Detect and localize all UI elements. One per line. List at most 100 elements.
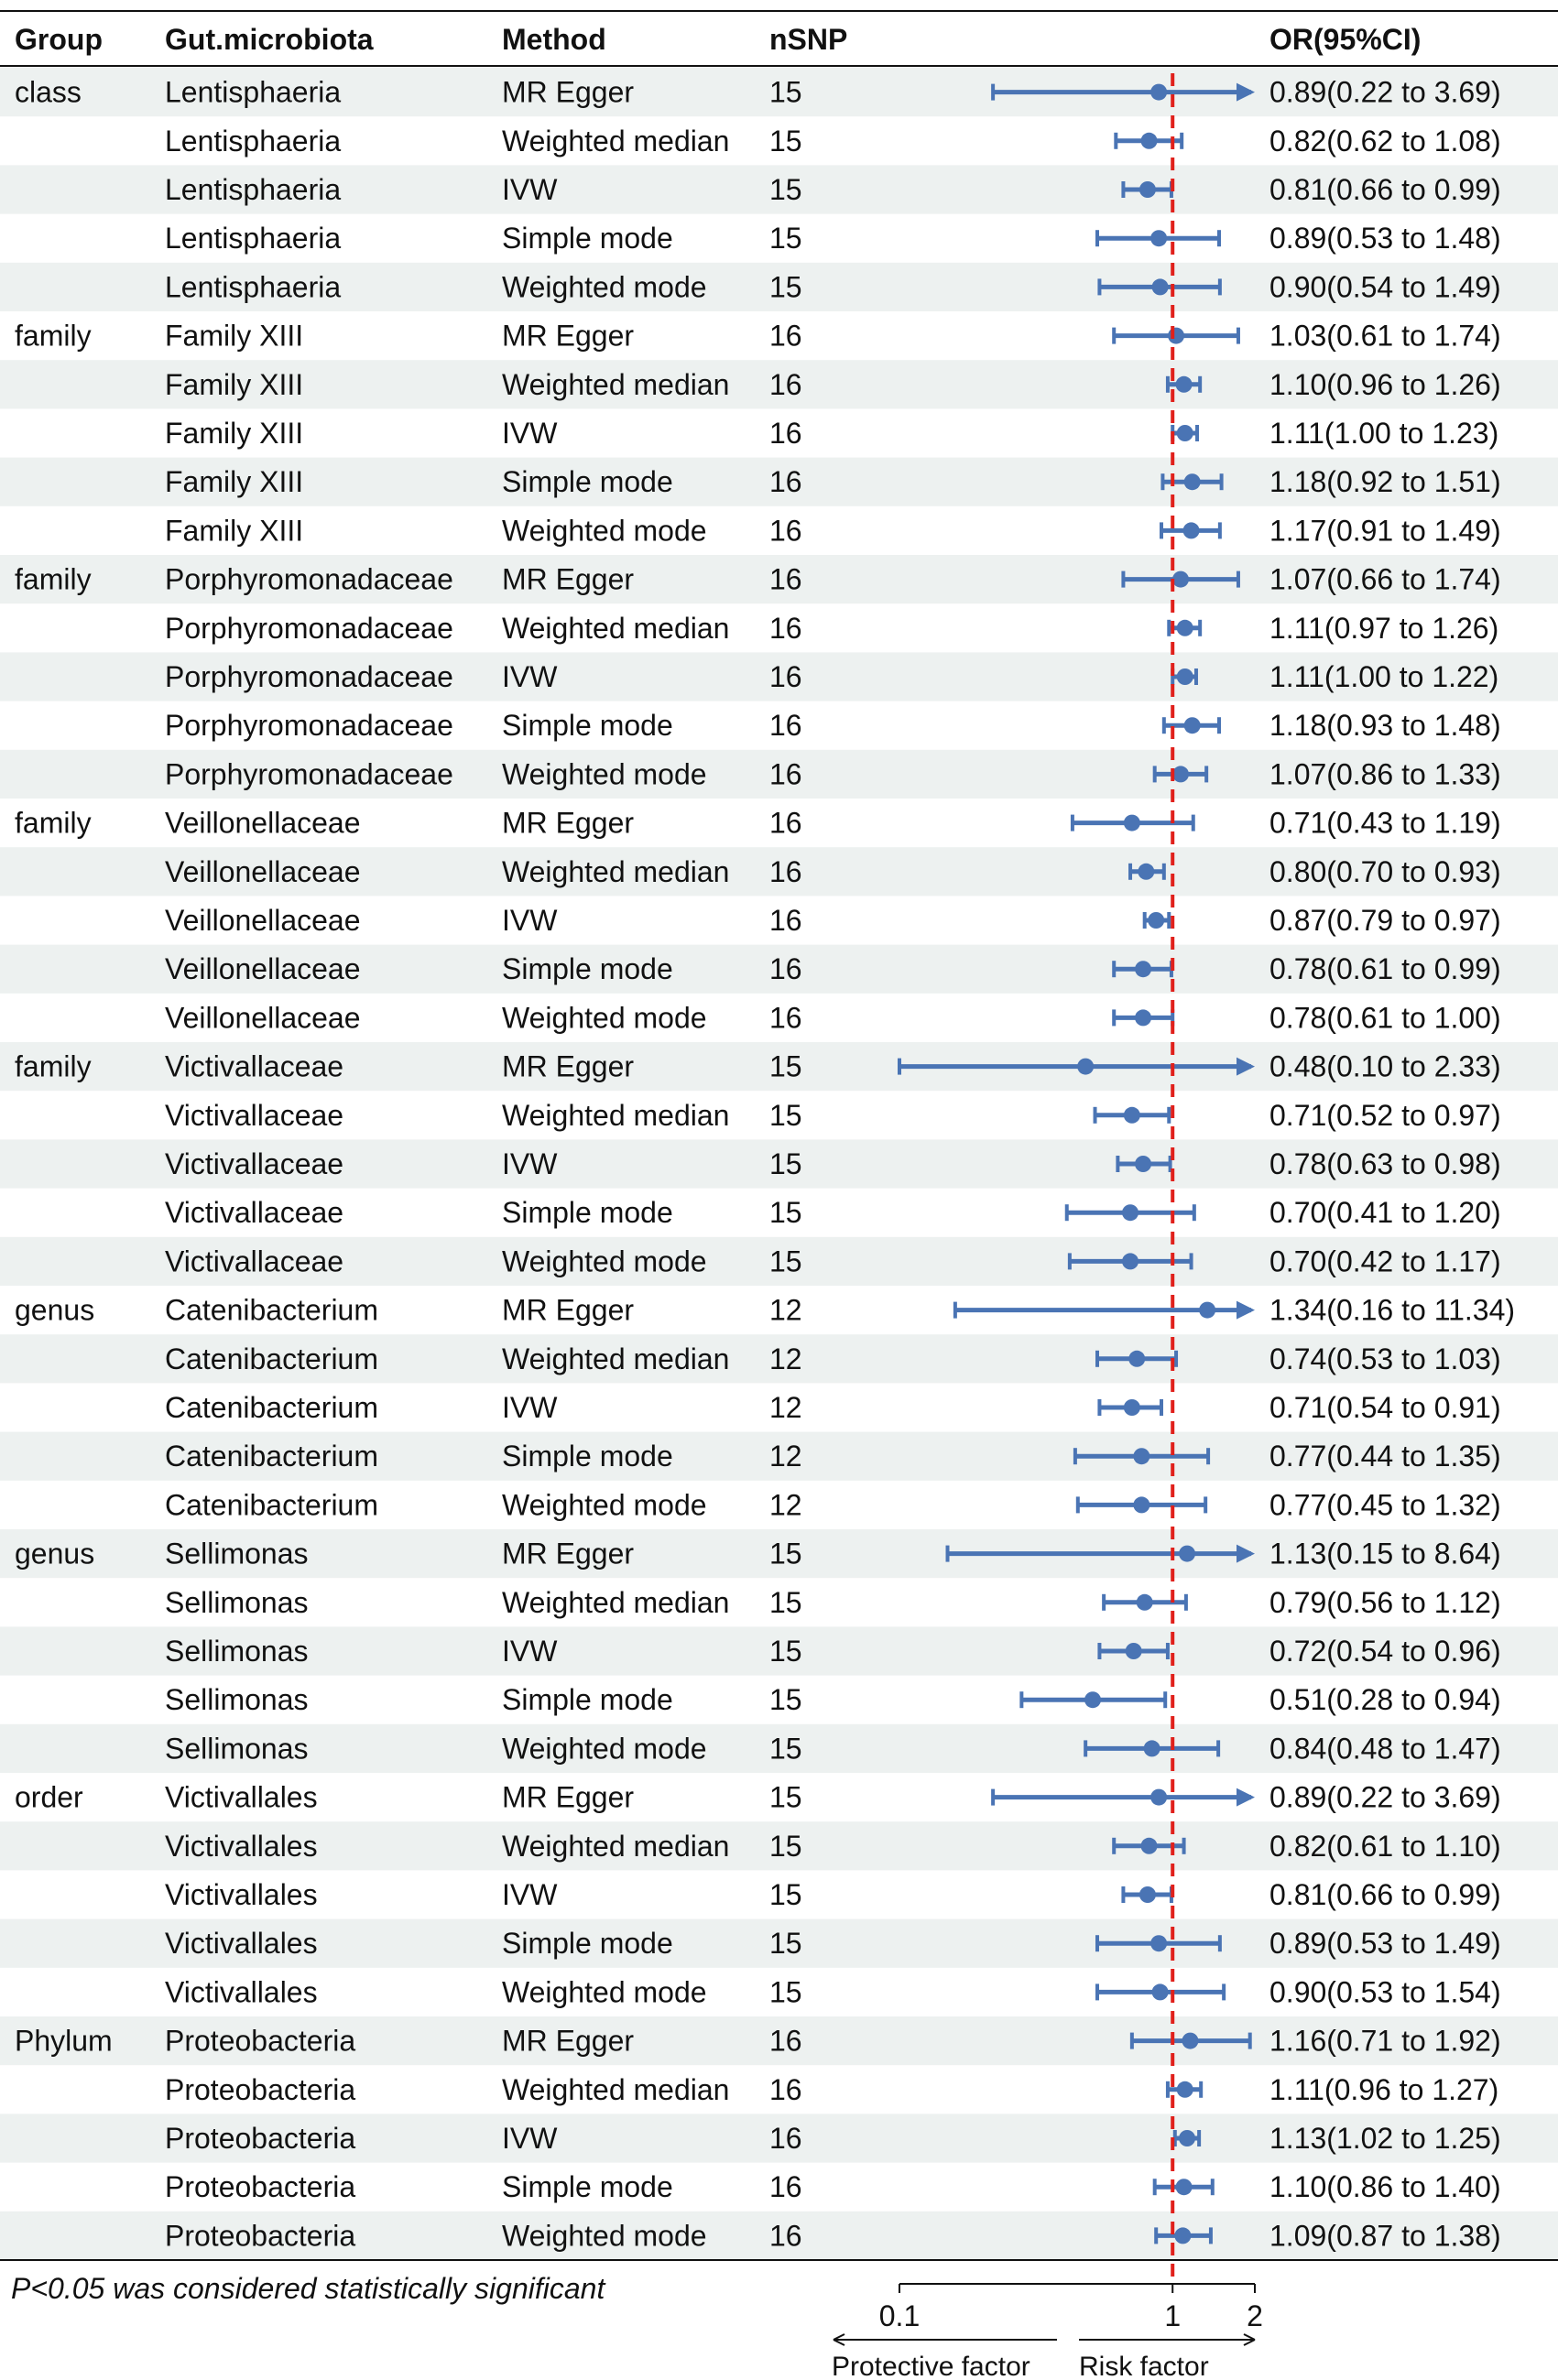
method-label: IVW: [502, 1147, 558, 1180]
method-label: Simple mode: [502, 952, 673, 985]
or-point: [1123, 814, 1140, 831]
or-ci-value: 0.77(0.45 to 1.32): [1269, 1488, 1501, 1521]
microbiota-label: Catenibacterium: [165, 1294, 378, 1327]
group-label: order: [15, 1781, 83, 1814]
method-label: MR Egger: [502, 1781, 634, 1814]
nsnp-value: 16: [769, 2073, 802, 2106]
method-label: IVW: [502, 173, 558, 206]
or-ci-value: 1.17(0.91 to 1.49): [1269, 514, 1501, 547]
or-ci-value: 0.71(0.43 to 1.19): [1269, 807, 1501, 840]
significance-footnote: P<0.05 was considered statistically sign…: [11, 2272, 605, 2305]
or-ci-value: 0.48(0.10 to 2.33): [1269, 1050, 1501, 1083]
nsnp-value: 16: [769, 904, 802, 937]
or-point: [1133, 1496, 1150, 1514]
or-point: [1135, 1156, 1152, 1172]
nsnp-value: 15: [769, 1975, 802, 2008]
method-label: Weighted median: [502, 855, 729, 888]
nsnp-value: 16: [769, 514, 802, 547]
header-microbiota: Gut.microbiota: [165, 23, 374, 56]
or-point: [1151, 278, 1169, 296]
or-point: [1182, 522, 1200, 539]
group-label: family: [15, 1050, 92, 1083]
method-label: MR Egger: [502, 76, 634, 109]
microbiota-label: Veillonellaceae: [165, 855, 361, 888]
row-stripe: [0, 165, 1558, 214]
microbiota-label: Proteobacteria: [165, 2170, 355, 2203]
or-point: [1128, 1350, 1146, 1367]
nsnp-value: 16: [769, 465, 802, 498]
row-stripe: [0, 1334, 1558, 1384]
method-label: Weighted mode: [502, 2219, 707, 2252]
or-ci-value: 0.71(0.54 to 0.91): [1269, 1391, 1501, 1424]
method-label: Weighted mode: [502, 514, 707, 547]
or-point: [1136, 1593, 1153, 1611]
or-ci-value: 0.70(0.41 to 1.20): [1269, 1196, 1501, 1229]
x-tick-label: 2: [1247, 2299, 1263, 2332]
microbiota-label: Family XIII: [165, 465, 303, 498]
or-ci-value: 0.81(0.66 to 0.99): [1269, 173, 1501, 206]
nsnp-value: 15: [769, 1878, 802, 1911]
or-point: [1150, 1788, 1168, 1806]
method-label: MR Egger: [502, 2025, 634, 2058]
or-ci-value: 0.84(0.48 to 1.47): [1269, 1732, 1501, 1765]
microbiota-label: Porphyromonadaceae: [165, 612, 453, 645]
row-stripe: [0, 1723, 1558, 1773]
direction-arrows: [833, 2333, 1256, 2346]
or-point: [1151, 1983, 1169, 2001]
microbiota-label: Veillonellaceae: [165, 904, 361, 937]
group-label: class: [15, 76, 82, 109]
or-point: [1179, 2130, 1196, 2146]
nsnp-value: 16: [769, 952, 802, 985]
or-ci-value: 0.79(0.56 to 1.12): [1269, 1586, 1501, 1619]
or-point: [1183, 717, 1201, 734]
or-ci-value: 0.51(0.28 to 0.94): [1269, 1683, 1501, 1716]
microbiota-label: Victivallales: [165, 1927, 318, 1960]
nsnp-value: 16: [769, 1001, 802, 1034]
nsnp-value: 16: [769, 709, 802, 742]
method-label: Weighted mode: [502, 1244, 707, 1277]
or-point: [1077, 1058, 1095, 1075]
row-stripe: [0, 2016, 1558, 2066]
or-point: [1135, 1009, 1152, 1027]
microbiota-label: Catenibacterium: [165, 1391, 378, 1424]
microbiota-label: Veillonellaceae: [165, 1001, 361, 1034]
row-stripe: [0, 360, 1558, 409]
or-ci-value: 1.18(0.93 to 1.48): [1269, 709, 1501, 742]
nsnp-value: 15: [769, 125, 802, 158]
or-point: [1122, 1253, 1139, 1270]
row-stripe: [0, 944, 1558, 994]
nsnp-value: 15: [769, 1830, 802, 1863]
nsnp-value: 16: [769, 612, 802, 645]
nsnp-value: 15: [769, 76, 802, 109]
group-label: genus: [15, 1294, 94, 1327]
or-point: [1122, 1204, 1139, 1222]
microbiota-label: Victivallaceae: [165, 1244, 343, 1277]
microbiota-label: Veillonellaceae: [165, 807, 361, 840]
method-label: Weighted mode: [502, 270, 707, 303]
row-stripe: [0, 457, 1558, 506]
nsnp-value: 16: [769, 2219, 802, 2252]
group-label: family: [15, 563, 92, 596]
microbiota-label: Catenibacterium: [165, 1342, 378, 1375]
or-point: [1143, 1740, 1160, 1757]
nsnp-value: 12: [769, 1391, 802, 1424]
row-stripe: [0, 1529, 1558, 1579]
or-point: [1179, 1545, 1196, 1562]
nsnp-value: 15: [769, 1683, 802, 1716]
or-ci-value: 0.81(0.66 to 0.99): [1269, 1878, 1501, 1911]
method-label: IVW: [502, 1878, 558, 1911]
header-method: Method: [502, 23, 606, 56]
or-point: [1171, 571, 1189, 588]
nsnp-value: 16: [769, 2025, 802, 2058]
or-ci-value: 1.16(0.71 to 1.92): [1269, 2025, 1501, 2058]
nsnp-value: 15: [769, 1635, 802, 1668]
method-label: Weighted median: [502, 1342, 729, 1375]
row-stripe: [0, 1236, 1558, 1286]
nsnp-value: 15: [769, 1196, 802, 1229]
or-point: [1199, 1301, 1216, 1319]
row-text-layer: class Lentisphaeria MR Egger 15 0.89(0.22 to…: [15, 76, 1515, 2253]
method-label: MR Egger: [502, 1538, 634, 1570]
method-label: Weighted median: [502, 1099, 729, 1132]
row-stripes: [0, 68, 1558, 2260]
